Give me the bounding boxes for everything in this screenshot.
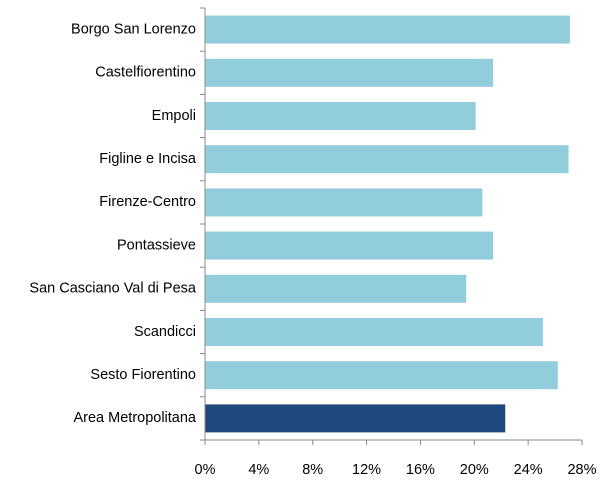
y-tick-label: Castelfiorentino — [95, 65, 196, 81]
bar — [205, 318, 543, 346]
bar — [205, 188, 483, 217]
bar — [205, 274, 467, 303]
bar — [205, 231, 494, 260]
y-tick-label: San Casciano Val di Pesa — [29, 281, 197, 297]
y-tick-label: Scandicci — [134, 324, 196, 340]
x-tick-label: 4% — [248, 462, 269, 478]
y-tick-label: Borgo San Lorenzo — [71, 21, 196, 37]
x-tick-label: 0% — [195, 462, 216, 478]
x-tick-label: 24% — [514, 462, 543, 478]
bar — [205, 404, 506, 433]
x-tick-label: 20% — [460, 462, 489, 478]
bar — [205, 58, 494, 87]
bar — [205, 361, 558, 390]
bar — [205, 145, 569, 174]
y-tick-label: Figline e Incisa — [99, 151, 197, 167]
y-tick-label: Area Metropolitana — [73, 410, 196, 426]
x-tick-label: 12% — [352, 462, 381, 478]
y-tick-label: Empoli — [152, 108, 196, 124]
x-tick-label: 28% — [567, 462, 596, 478]
y-tick-label: Pontassieve — [117, 237, 196, 253]
x-tick-label: 16% — [406, 462, 435, 478]
y-tick-label: Sesto Fiorentino — [90, 367, 196, 383]
x-tick-label: 8% — [302, 462, 323, 478]
y-tick-label: Firenze-Centro — [99, 194, 196, 210]
bar — [205, 15, 570, 44]
bar — [205, 102, 476, 130]
